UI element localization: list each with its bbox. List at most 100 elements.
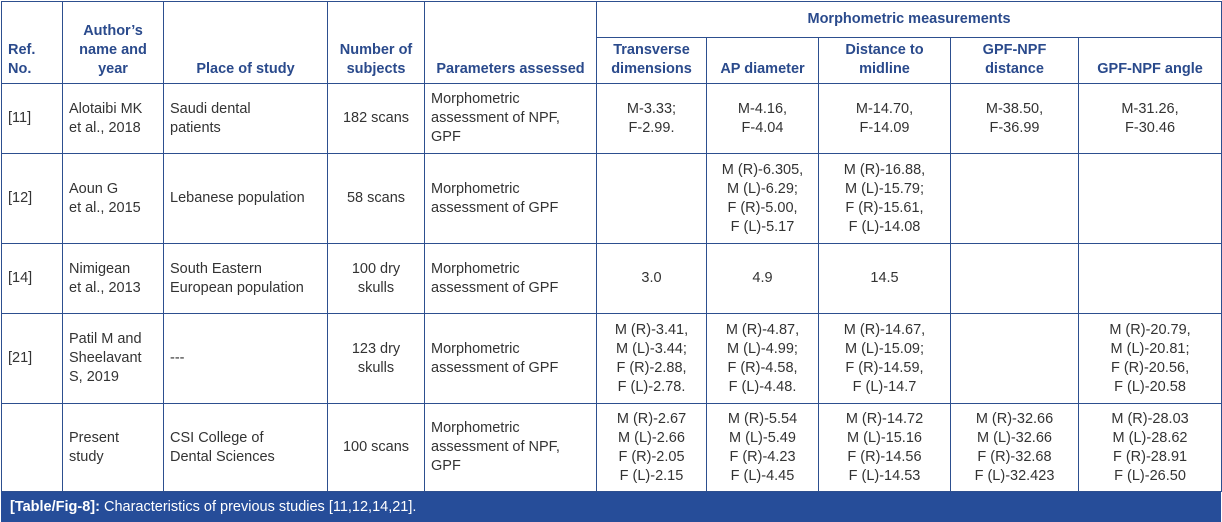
- cell-line: assessment of GPF: [431, 359, 559, 376]
- cell-line: M (R)-14.67,: [843, 321, 926, 338]
- cell-line: F (R)-5.00,: [727, 199, 798, 216]
- cell-midline: 14.5: [818, 243, 951, 314]
- table-row: [21] Patil M and Sheelavant S, 2019 --- 123 d…: [1, 313, 1222, 404]
- table-caption: [Table/Fig-8]: Characteristics of previo…: [1, 492, 1221, 522]
- cell-subjects: 123 dry skulls: [327, 313, 425, 404]
- cell-line: Nimigean: [69, 260, 131, 277]
- cell-line: F (R)-4.58,: [727, 359, 798, 376]
- cell-place: CSI College of Dental Sciences: [163, 403, 328, 492]
- cell-distance: M (R)-32.66 M (L)-32.66 F (R)-32.68 F (L)-3…: [950, 403, 1079, 492]
- cell-author: Aoun G et al., 2015: [62, 153, 164, 244]
- cell-line: F (R)-32.68: [977, 448, 1052, 465]
- cell-line: Morphometric: [431, 180, 520, 197]
- cell-params: Morphometric assessment of GPF: [424, 153, 597, 244]
- cell-line: ---: [170, 350, 185, 366]
- cell-line: M (R)-2.67: [616, 410, 687, 427]
- cell-ap: M-4.16, F-4.04: [706, 83, 819, 154]
- cell-line: S, 2019: [69, 369, 119, 385]
- cell-line: F (L)-14.53: [848, 467, 921, 484]
- cell-line: M-31.26,: [1121, 100, 1179, 117]
- cell-line: 58 scans: [346, 190, 406, 206]
- cell-ref: [12]: [1, 153, 63, 244]
- cell-angle: M (R)-20.79, M (L)-20.81; F (R)-20.56, F (L…: [1077, 313, 1222, 404]
- cell-line: F (R)-15.61,: [845, 199, 924, 216]
- cell-ap: M (R)-6.305, M (L)-6.29; F (R)-5.00, F (L)-…: [706, 153, 819, 244]
- cell-line: M (L)-15.79;: [845, 180, 924, 197]
- cell-line: M-4.16,: [737, 100, 788, 117]
- cell-midline: M (R)-16.88, M (L)-15.79; F (R)-15.61, F (L…: [818, 153, 951, 244]
- cell-line: 123 dry: [351, 340, 401, 357]
- cell-line: F-4.04: [741, 119, 784, 136]
- caption-text: Characteristics of previous studies [11,…: [99, 499, 417, 515]
- cell-line: 100 dry: [351, 260, 401, 277]
- cell-line: F-30.46: [1125, 119, 1176, 136]
- cell-place: Saudi dental patients: [163, 83, 328, 154]
- cell-line: Morphometric: [431, 260, 520, 277]
- cell-line: M (R)-32.66: [975, 410, 1054, 427]
- cell-distance: M-38.50, F-36.99: [950, 83, 1079, 154]
- cell-line: F (R)-20.56,: [1110, 359, 1190, 376]
- cell-line: assessment of GPF: [431, 279, 559, 296]
- cell-line: Patil M and: [69, 331, 142, 347]
- header-params: Parameters assessed: [424, 1, 597, 84]
- cell-ap: M (R)-5.54 M (L)-5.49 F (R)-4.23 F (L)-4.45: [706, 403, 819, 492]
- cell-line: M (R)-6.305,: [721, 161, 804, 178]
- header-morphometric-group: Morphometric measurements: [595, 1, 1222, 38]
- table-row: [11] Alotaibi MK et al., 2018 Saudi dental p…: [1, 83, 1222, 154]
- cell-params: Morphometric assessment of GPF: [424, 313, 597, 404]
- cell-line: CSI College of: [170, 429, 264, 446]
- cell-angle: M (R)-28.03 M (L)-28.62 F (R)-28.91 F (L)-2…: [1077, 403, 1222, 492]
- cell-transverse: M-3.33; F-2.99.: [596, 83, 707, 154]
- cell-place: ---: [163, 313, 328, 404]
- cell-line: F (L)-2.78.: [617, 378, 686, 395]
- cell-line: skulls: [357, 359, 395, 376]
- cell-transverse: 3.0: [596, 243, 707, 314]
- cell-line: M (L)-4.99;: [727, 340, 798, 357]
- cell-ref: [1, 403, 63, 492]
- cell-line: 3.0: [641, 270, 662, 286]
- cell-line: F (L)-20.58: [1114, 378, 1186, 395]
- table-row: Present study CSI College of Dental Science…: [1, 403, 1222, 492]
- cell-line: M (R)-16.88,: [843, 161, 926, 178]
- cell-line: M (L)-32.66: [977, 429, 1052, 446]
- cell-angle: [1077, 243, 1222, 314]
- header-place: Place of study: [163, 1, 328, 84]
- header-gpf-npf-angle: GPF-NPF angle: [1077, 37, 1222, 84]
- cell-line: M (L)-28.62: [1112, 429, 1188, 446]
- cell-line: M-3.33;: [626, 100, 677, 117]
- cell-line: et al., 2018: [69, 119, 141, 136]
- cell-subjects: 58 scans: [327, 153, 425, 244]
- cell-line: M (L)-20.81;: [1110, 340, 1190, 357]
- cell-params: Morphometric assessment of NPF, GPF: [424, 83, 597, 154]
- cell-line: M (R)-5.54: [727, 410, 798, 427]
- cell-line: M (R)-20.79,: [1109, 321, 1191, 338]
- cell-line: skulls: [357, 279, 395, 296]
- header-midline: Distance to midline: [818, 37, 951, 84]
- cell-line: M-38.50,: [985, 100, 1044, 117]
- cell-line: M (L)-2.66: [618, 429, 685, 446]
- cell-line: Lebanese population: [170, 190, 305, 206]
- cell-line: 100 scans: [342, 439, 410, 455]
- header-author: Author’s name and year: [62, 1, 164, 84]
- cell-place: South Eastern European population: [163, 243, 328, 314]
- cell-line: Alotaibi MK: [69, 100, 143, 117]
- cell-author: Alotaibi MK et al., 2018: [62, 83, 164, 154]
- cell-transverse: M (R)-2.67 M (L)-2.66 F (R)-2.05 F (L)-2.15: [596, 403, 707, 492]
- cell-transverse: [596, 153, 707, 244]
- cell-line: Morphometric: [431, 91, 520, 107]
- cell-line: F (L)-14.08: [848, 218, 921, 235]
- cell-line: F (L)-26.50: [1114, 467, 1186, 484]
- cell-line: Saudi dental: [170, 100, 251, 117]
- cell-distance: [950, 153, 1079, 244]
- cell-line: European population: [170, 279, 304, 296]
- cell-line: M (R)-3.41,: [614, 321, 689, 338]
- cell-line: F (R)-28.91: [1112, 448, 1188, 465]
- cell-line: M (R)-14.72: [845, 410, 924, 427]
- header-ref: Ref. No.: [1, 1, 63, 84]
- cell-ref: [11]: [1, 83, 63, 154]
- cell-ref: [21]: [1, 313, 63, 404]
- header-ap: AP diameter: [706, 37, 819, 84]
- cell-line: F (L)-4.45: [730, 467, 795, 484]
- cell-distance: [950, 243, 1079, 314]
